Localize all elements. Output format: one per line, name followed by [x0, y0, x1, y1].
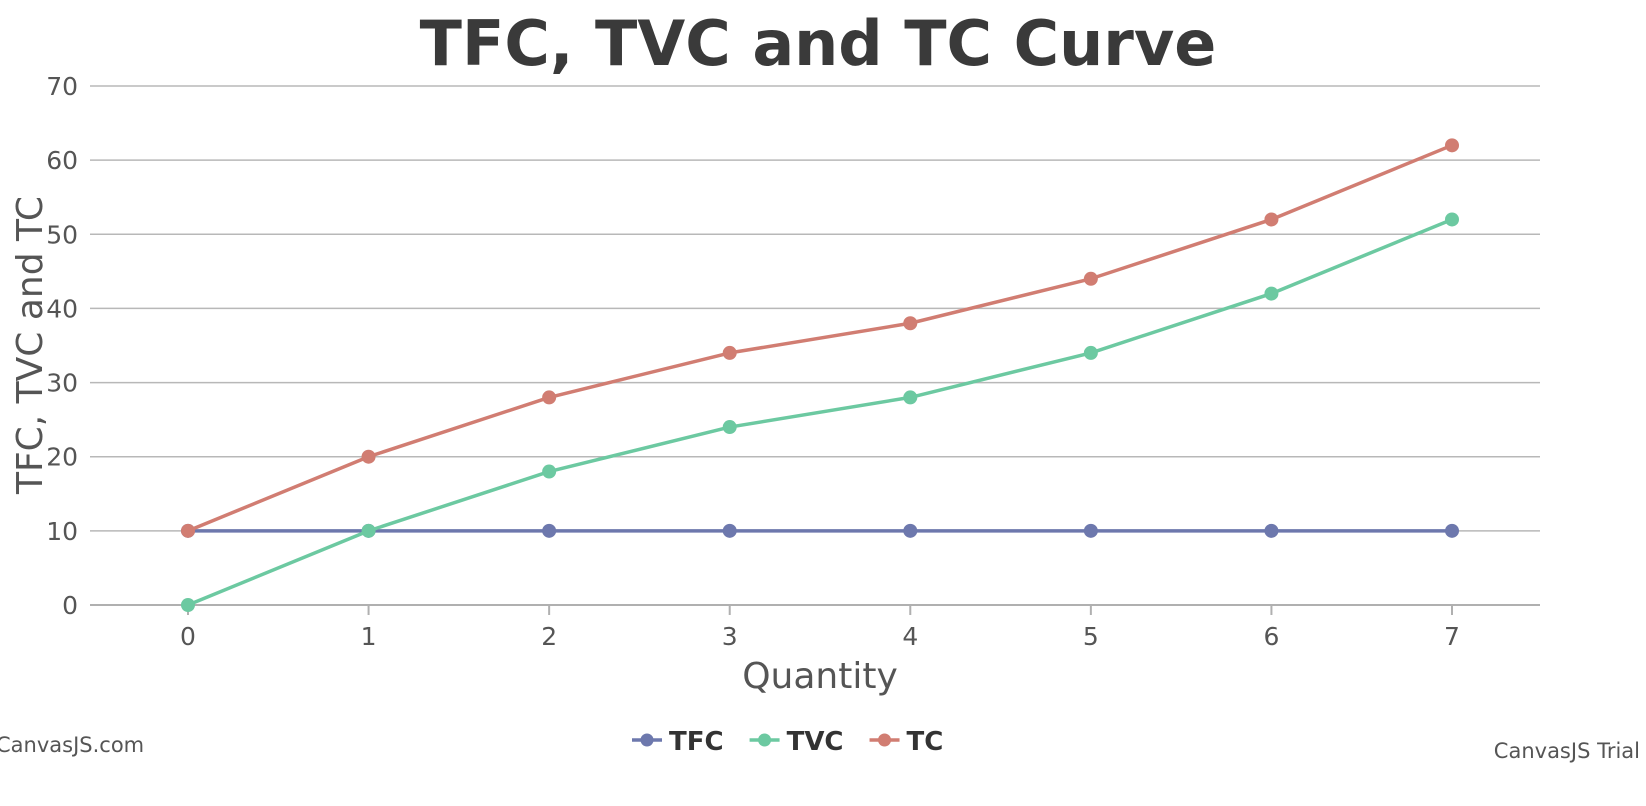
legend-item-tc[interactable]: TC	[869, 727, 944, 757]
x-tick-label: 1	[361, 622, 377, 651]
y-axis-ticks: 0 10 20 30 40 50 60 70	[46, 72, 78, 620]
legend-item-tvc[interactable]: TVC	[749, 727, 844, 757]
y-tick-label: 60	[46, 146, 78, 175]
series-line-tc	[187, 143, 1453, 533]
legend-label-tvc: TVC	[787, 727, 844, 757]
y-axis-title: TFC, TVC and TC	[10, 196, 51, 495]
data-point-tvc[interactable]	[1445, 212, 1459, 227]
x-tick-label: 2	[541, 622, 557, 651]
y-tick-label: 40	[46, 294, 78, 323]
trial-watermark: CanvasJS Trial	[1494, 739, 1640, 763]
x-tick-label: 0	[180, 622, 196, 651]
y-tick-label: 50	[46, 220, 78, 249]
series-tc	[181, 138, 1459, 538]
data-point-tc[interactable]	[1083, 271, 1098, 286]
series-line-tvc	[187, 217, 1453, 607]
data-point-tvc[interactable]	[1264, 286, 1279, 301]
series-tvc	[181, 212, 1459, 612]
x-axis-ticks: 0 1 2 3 4 5 6 7	[180, 605, 1460, 651]
data-point-tvc[interactable]	[542, 464, 557, 479]
legend-marker-dot	[878, 733, 892, 747]
series-layer	[181, 138, 1459, 612]
data-point-tc[interactable]	[361, 449, 376, 464]
data-point-tc[interactable]	[181, 523, 195, 538]
data-point-tfc[interactable]	[542, 523, 557, 538]
x-axis-title: Quantity	[742, 656, 898, 697]
y-tick-label: 70	[46, 72, 78, 101]
x-tick-label: 7	[1444, 622, 1460, 651]
data-point-tfc[interactable]	[1445, 523, 1459, 538]
data-point-tvc[interactable]	[903, 390, 918, 405]
legend-item-tfc[interactable]: TFC	[632, 727, 724, 757]
x-tick-label: 4	[902, 622, 918, 651]
data-point-tc[interactable]	[722, 345, 737, 360]
y-tick-label: 20	[46, 443, 78, 472]
data-point-tvc[interactable]	[361, 523, 376, 538]
y-tick-label: 0	[62, 591, 78, 620]
data-point-tc[interactable]	[1264, 212, 1279, 227]
data-point-tc[interactable]	[903, 316, 918, 331]
legend-marker-dot	[758, 733, 772, 747]
data-point-tc[interactable]	[1445, 138, 1459, 153]
x-tick-label: 3	[722, 622, 738, 651]
chart-title: TFC, TVC and TC Curve	[420, 7, 1217, 80]
data-point-tc[interactable]	[542, 390, 557, 405]
data-point-tvc[interactable]	[722, 420, 737, 435]
legend[interactable]: TFC TVC TC	[632, 727, 943, 757]
data-point-tfc[interactable]	[722, 523, 737, 538]
legend-label-tc: TC	[907, 727, 944, 757]
y-tick-label: 30	[46, 369, 78, 398]
data-point-tfc[interactable]	[1083, 523, 1098, 538]
data-point-tvc[interactable]	[181, 598, 195, 612]
gridlines	[90, 85, 1540, 606]
y-tick-label: 10	[46, 517, 78, 546]
data-point-tvc[interactable]	[1083, 345, 1098, 360]
data-point-tfc[interactable]	[1264, 523, 1279, 538]
legend-label-tfc: TFC	[669, 727, 724, 757]
credit-link[interactable]: CanvasJS.com	[0, 733, 144, 757]
x-tick-label: 5	[1083, 622, 1099, 651]
data-point-tfc[interactable]	[903, 523, 918, 538]
legend-marker-dot	[640, 733, 654, 747]
x-tick-label: 6	[1263, 622, 1279, 651]
